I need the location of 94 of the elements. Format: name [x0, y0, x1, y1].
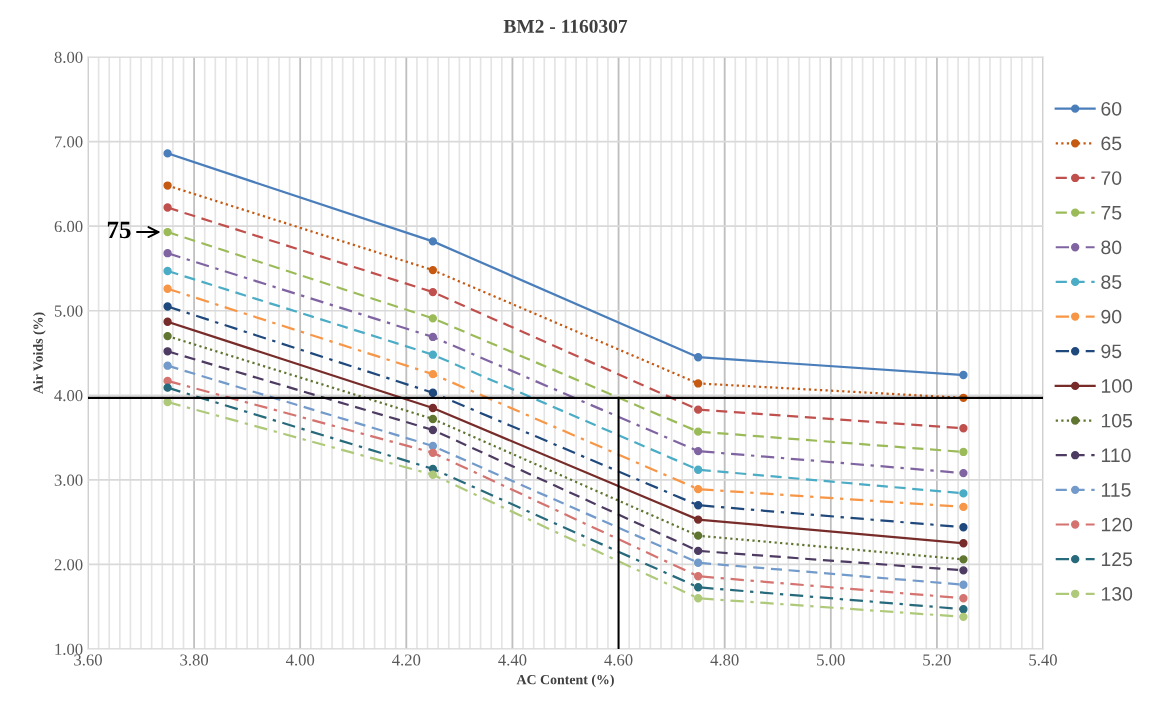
- x-tick-label: 4.80: [710, 654, 739, 666]
- x-tick-label: 4.40: [498, 654, 527, 666]
- point: [693, 465, 703, 474]
- point: [428, 332, 438, 342]
- legend-label: 125: [1101, 552, 1133, 567]
- point: [693, 546, 703, 556]
- legend-label: 60: [1101, 101, 1122, 116]
- legend-label: 90: [1101, 309, 1122, 324]
- y-tick-label: 2.00: [54, 559, 83, 571]
- point: [428, 403, 438, 413]
- x-tick-label: 3.80: [180, 654, 209, 666]
- point: [428, 350, 438, 359]
- y-tick-label: 1.00: [55, 643, 83, 656]
- point: [959, 370, 968, 380]
- x-tick-label: 5.00: [817, 654, 845, 666]
- point: [163, 149, 172, 158]
- point: [959, 594, 968, 603]
- point: [693, 353, 703, 362]
- point: [428, 237, 438, 246]
- point: [959, 468, 968, 478]
- point: [693, 501, 703, 510]
- point: [959, 580, 968, 589]
- point: [428, 425, 438, 435]
- point: [428, 448, 438, 457]
- point: [163, 249, 172, 258]
- legend-label: 130: [1101, 587, 1133, 601]
- point: [428, 265, 438, 275]
- point: [959, 502, 968, 512]
- x-axis-title: AC Content (%): [516, 674, 614, 688]
- point: [428, 470, 438, 479]
- x-tick-label: 4.20: [392, 654, 421, 666]
- legend-label: 80: [1101, 240, 1122, 255]
- point: [428, 287, 438, 297]
- y-tick-label: 8.00: [54, 51, 83, 64]
- point: [428, 369, 438, 379]
- chart-title: BM2 - 1160307: [503, 19, 628, 33]
- point: [959, 447, 968, 457]
- point: [693, 572, 703, 581]
- point: [693, 515, 703, 524]
- legend-label: 100: [1101, 379, 1133, 393]
- legend-label: 95: [1101, 344, 1122, 359]
- legend-label: 115: [1101, 483, 1131, 497]
- point: [693, 379, 703, 388]
- point: [959, 523, 968, 532]
- y-tick-label: 3.00: [54, 474, 83, 486]
- point: [693, 446, 703, 456]
- legend-label: 110: [1101, 448, 1131, 463]
- point: [959, 555, 968, 564]
- point: [428, 414, 438, 424]
- legend-label: 65: [1101, 136, 1122, 151]
- point: [693, 594, 703, 603]
- point: [693, 531, 703, 540]
- point: [163, 302, 172, 311]
- point: [163, 317, 172, 326]
- point: [428, 441, 438, 451]
- x-tick-label: 4.60: [604, 654, 633, 666]
- point: [693, 484, 703, 494]
- y-tick-label: 7.00: [55, 136, 83, 148]
- point: [163, 181, 172, 190]
- x-tick-label: 5.20: [923, 654, 951, 666]
- point: [959, 612, 968, 622]
- point: [163, 347, 172, 356]
- point: [163, 376, 172, 386]
- point: [693, 427, 703, 436]
- point: [163, 331, 172, 341]
- legend-label: 70: [1101, 171, 1122, 185]
- legend-label: 75: [1101, 206, 1122, 220]
- point: [693, 558, 703, 567]
- legend-label: 120: [1101, 517, 1133, 532]
- point: [163, 383, 172, 392]
- point: [428, 388, 438, 397]
- legend-label: 85: [1101, 275, 1122, 289]
- point: [163, 284, 172, 293]
- y-tick-label: 6.00: [54, 220, 83, 233]
- point: [163, 203, 172, 212]
- point: [163, 361, 172, 370]
- point: [163, 227, 172, 237]
- point: [959, 566, 968, 575]
- legend-label: 105: [1101, 413, 1133, 428]
- y-axis-title: Air Voids (%): [33, 312, 46, 395]
- y-tick-label: 5.00: [54, 305, 83, 317]
- x-tick-label: 5.40: [1029, 654, 1057, 666]
- x-tick-label: 3.60: [74, 654, 102, 666]
- point: [959, 424, 968, 433]
- point: [959, 605, 968, 614]
- y-tick-label: 4.00: [54, 389, 83, 402]
- point: [163, 266, 172, 276]
- point: [693, 583, 703, 592]
- point: [959, 489, 968, 498]
- annotation: 75: [107, 221, 131, 239]
- point: [959, 539, 968, 548]
- point: [428, 314, 438, 323]
- point: [693, 405, 703, 414]
- x-tick-label: 4.00: [285, 654, 315, 666]
